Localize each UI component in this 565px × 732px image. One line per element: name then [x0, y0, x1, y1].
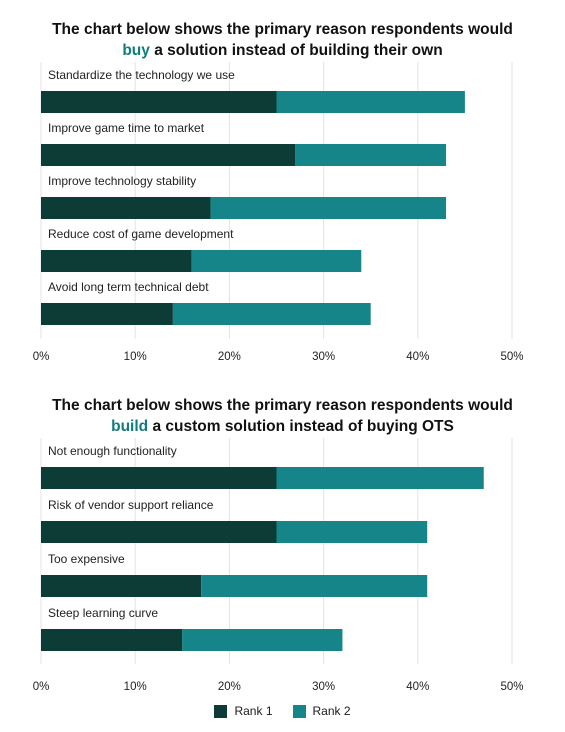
chart-2-title: The chart below shows the primary reason… — [0, 395, 565, 437]
chart-1-bar-rank1 — [41, 250, 192, 272]
chart-2-build-reasons: 0% 10% 20% 30% 40% 50% Not enough functionalit… — [33, 438, 524, 693]
chart-1-title: The chart below shows the primary reason… — [0, 19, 565, 61]
chart-1-category-label: Improve game time to market — [48, 121, 205, 135]
chart-1-x-tick-label: 20% — [218, 351, 241, 362]
chart-1-x-tick-label: 0% — [33, 351, 50, 362]
chart-2-x-tick-label: 0% — [33, 681, 50, 693]
chart-2-title-line2: build a custom solution instead of buyin… — [0, 416, 565, 437]
chart-2-x-tick-label: 30% — [312, 681, 335, 693]
chart-1-bar-rank2 — [172, 303, 371, 325]
chart-2-x-tick-label: 50% — [500, 681, 523, 693]
chart-1-bar-rank1 — [41, 303, 173, 325]
chart-2-bar-rank1 — [41, 575, 202, 597]
chart-1-category-label: Improve technology stability — [48, 174, 196, 188]
chart-2-x-tick-label: 10% — [124, 681, 147, 693]
chart-2-bar-rank2 — [201, 575, 428, 597]
chart-1-x-tick-label: 30% — [312, 351, 335, 362]
chart-1-x-tick-label: 10% — [124, 351, 147, 362]
chart-2-bar-rank2 — [276, 467, 484, 489]
legend-swatch-rank1 — [214, 704, 228, 718]
chart-2-x-tick-label: 20% — [218, 681, 241, 693]
chart-2-title-rest: a custom solution instead of buying OTS — [148, 418, 454, 435]
chart-2-x-tick-label: 40% — [406, 681, 429, 693]
chart-1-bar-rank1 — [41, 197, 211, 219]
chart-1-category-label: Avoid long term technical debt — [48, 280, 209, 294]
chart-2-bar-rank2 — [276, 521, 428, 543]
legend-label-rank1: Rank 1 — [234, 704, 273, 718]
chart-1-category-label: Standardize the technology we use — [48, 68, 235, 82]
chart-1-bar-rank2 — [276, 91, 465, 113]
chart-1-title-line1: The chart below shows the primary reason… — [52, 21, 513, 38]
chart-1-x-tick-label: 40% — [406, 351, 429, 362]
chart-2-category-label: Too expensive — [48, 552, 125, 566]
chart-1-bar-rank2 — [210, 197, 447, 219]
chart-2-title-highlight: build — [111, 418, 149, 435]
legend-label-rank2: Rank 2 — [312, 704, 351, 718]
legend: Rank 1 Rank 2 — [0, 704, 565, 718]
chart-2-category-label: Steep learning curve — [48, 606, 158, 620]
chart-2-bar-rank1 — [41, 467, 277, 489]
chart-2-category-label: Not enough functionality — [48, 444, 177, 458]
legend-swatch-rank2 — [292, 704, 306, 718]
chart-1-x-tick-label: 50% — [500, 351, 523, 362]
chart-2-category-label: Risk of vendor support reliance — [48, 498, 214, 512]
chart-1-buy-reasons: 0% 10% 20% 30% 40% 50% Standardize the technol… — [33, 62, 524, 362]
chart-1-bar-rank1 — [41, 144, 296, 166]
chart-2-bar-rank2 — [182, 629, 343, 651]
chart-2-bar-rank1 — [41, 629, 183, 651]
legend-item-rank2: Rank 2 — [292, 704, 351, 718]
chart-2-bar-rank1 — [41, 521, 277, 543]
chart-2-title-line1: The chart below shows the primary reason… — [52, 397, 513, 414]
chart-1-category-label: Reduce cost of game development — [48, 227, 234, 241]
chart-1-bar-rank2 — [295, 144, 447, 166]
chart-1-title-highlight: buy — [122, 42, 150, 59]
chart-1-title-rest: a solution instead of building their own — [149, 42, 443, 59]
chart-1-title-line2: buy a solution instead of building their… — [0, 40, 565, 61]
legend-item-rank1: Rank 1 — [214, 704, 273, 718]
chart-1-bar-rank2 — [191, 250, 362, 272]
chart-1-bar-rank1 — [41, 91, 277, 113]
